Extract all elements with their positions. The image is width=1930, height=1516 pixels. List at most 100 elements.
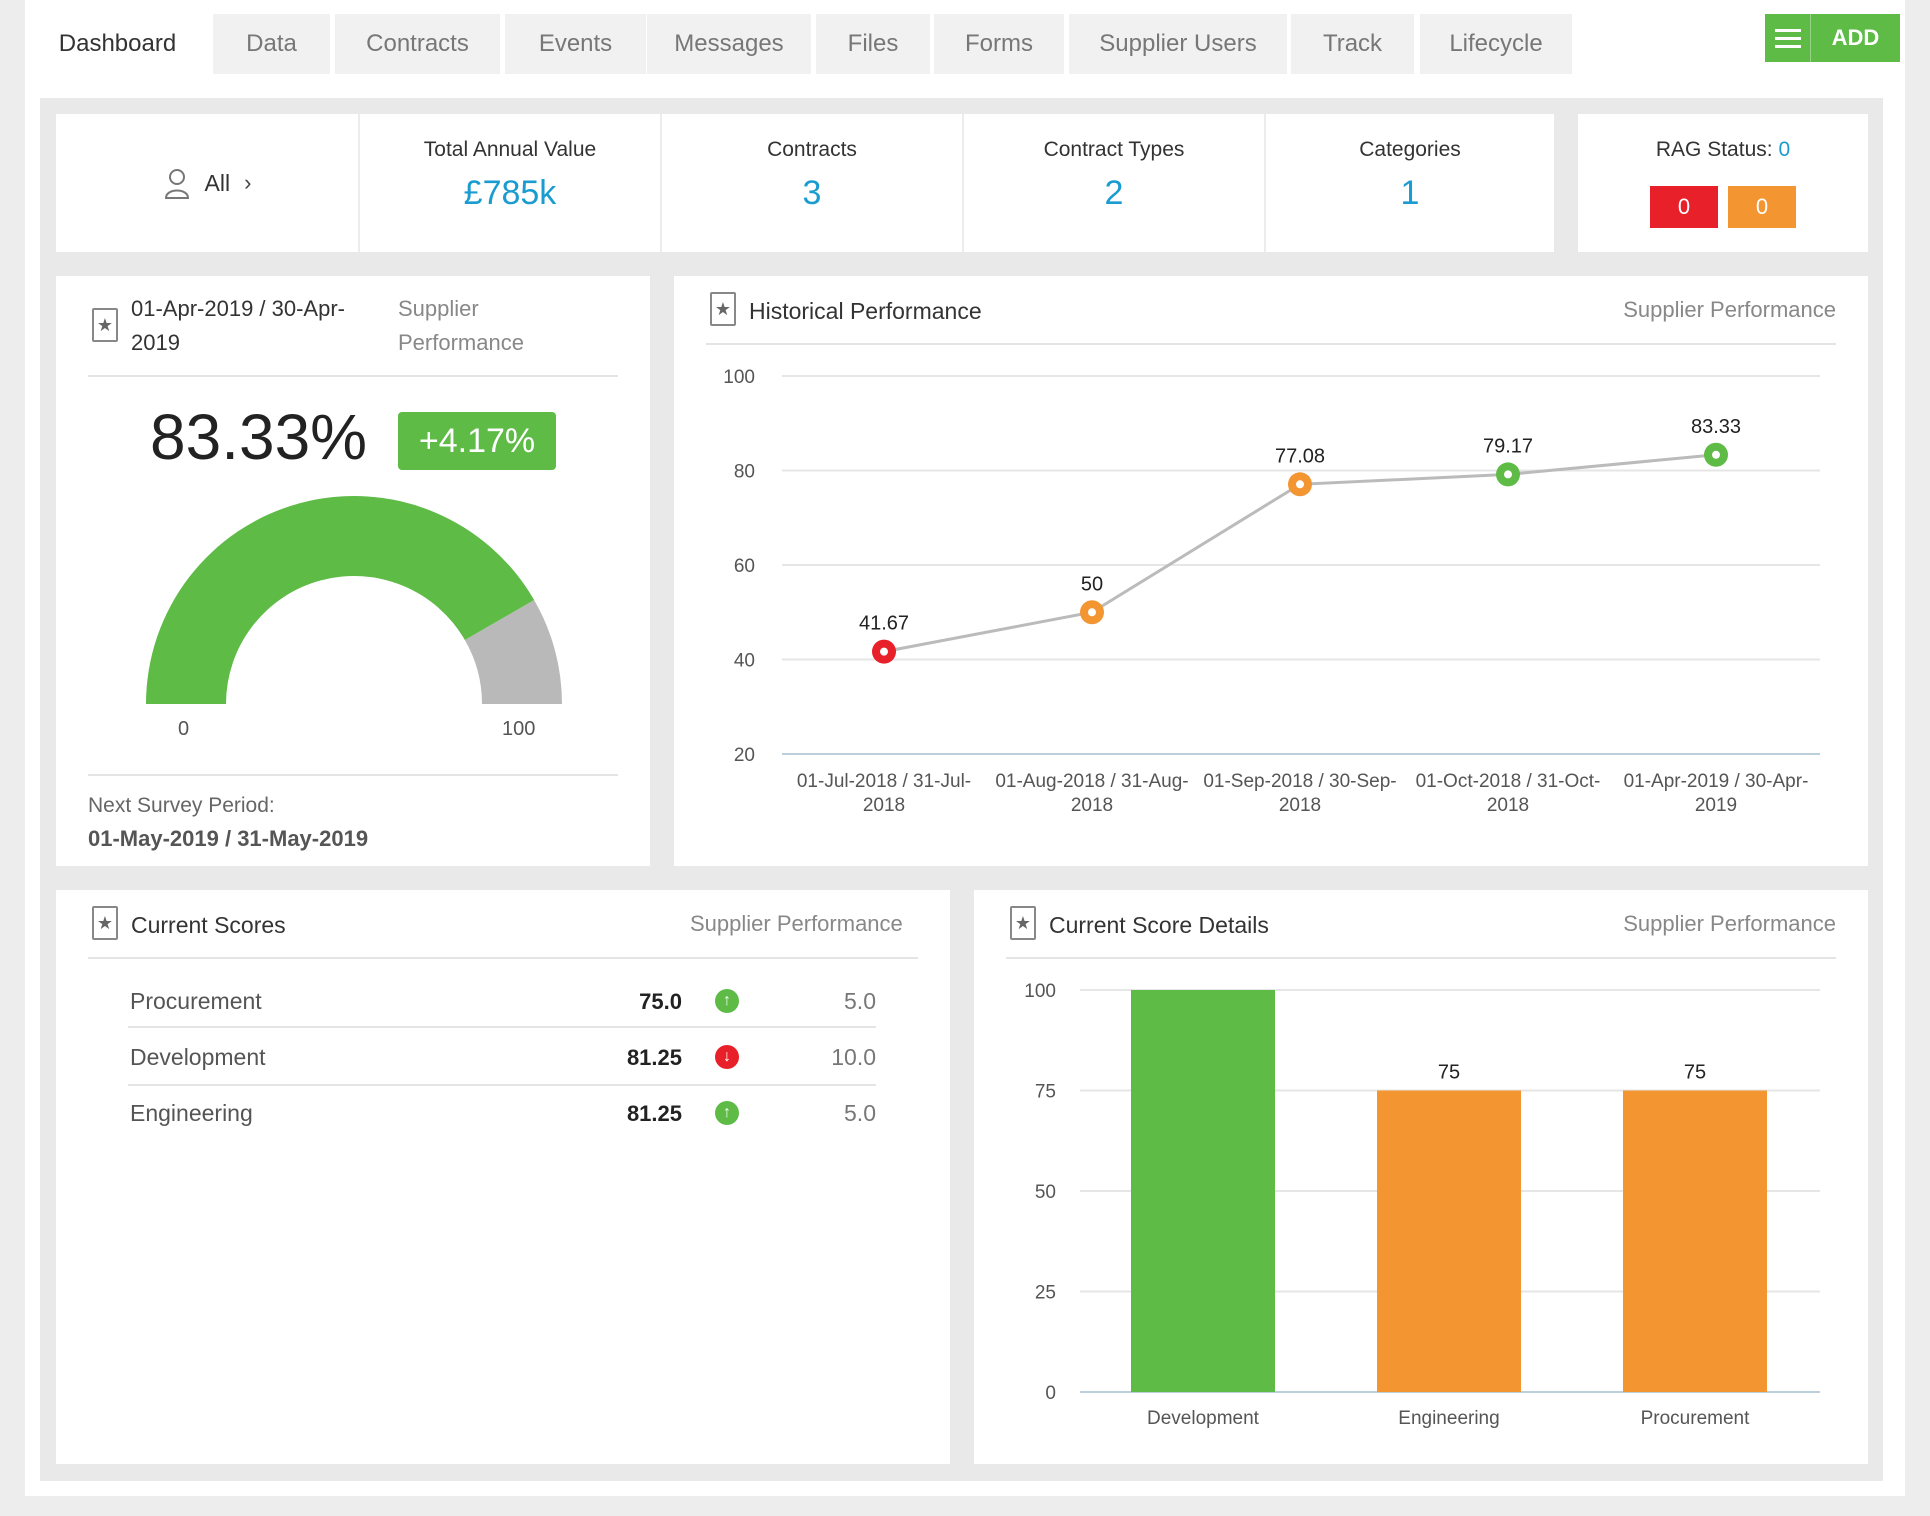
add-button-label: ADD — [1831, 25, 1880, 50]
score-details-bar-chart: 0 25 50 75 100 Development 75 Engineering 75 Proc… — [1024, 981, 1820, 1429]
tab-track[interactable]: Track — [1291, 14, 1414, 74]
x-tick-label: 01-Sep-2018 / 30-Sep- — [1203, 771, 1396, 792]
divider — [88, 957, 918, 959]
score-row-delta: 5.0 — [844, 1100, 876, 1126]
x-tick-label: 2018 — [1279, 795, 1321, 816]
score-row-development[interactable]: Development 81.25 ↓ 10.0 — [128, 1030, 876, 1086]
stat-title: Contracts — [767, 138, 857, 161]
score-row-label: Development — [130, 1044, 266, 1070]
tab-dashboard[interactable]: Dashboard — [25, 14, 210, 74]
stat-title: Contract Types — [1043, 138, 1185, 161]
rag-red-badge[interactable]: 0 — [1650, 186, 1718, 228]
tab-forms[interactable]: Forms — [934, 14, 1064, 74]
x-tick-label: Engineering — [1398, 1408, 1499, 1429]
tab-data[interactable]: Data — [213, 14, 330, 74]
divider — [88, 774, 618, 776]
y-tick-label: 100 — [1024, 981, 1056, 1002]
tab-supplier-users[interactable]: Supplier Users — [1069, 14, 1287, 74]
stats-divider — [660, 114, 662, 252]
score-details-subtitle: Supplier Performance — [1623, 911, 1836, 936]
x-tick-label: 01-Aug-2018 / 31-Aug- — [995, 771, 1188, 792]
data-point-center — [1296, 480, 1304, 489]
menu-icon — [1765, 14, 1811, 62]
y-tick-label: 60 — [734, 556, 755, 577]
stats-divider — [1264, 114, 1266, 252]
score-value: 83.33% — [150, 401, 368, 473]
tab-events[interactable]: Events — [505, 14, 646, 74]
score-row-value: 75.0 — [639, 989, 682, 1014]
current-scores-subtitle: Supplier Performance — [690, 911, 903, 936]
tab-contracts[interactable]: Contracts — [335, 14, 500, 74]
score-gauge — [146, 495, 562, 704]
x-tick-label: 2018 — [863, 795, 905, 816]
star-search-icon: ★ — [1010, 906, 1036, 940]
y-tick-label: 80 — [734, 462, 755, 483]
divider — [706, 343, 1836, 345]
stat-total-annual-value: Total Annual Value £785k — [360, 138, 660, 213]
x-tick-label: 2019 — [1695, 795, 1737, 816]
bar — [1377, 1090, 1521, 1392]
divider — [1006, 957, 1836, 959]
current-scores-panel: ★ Current Scores Supplier Performance Pr… — [56, 890, 950, 1464]
x-tick-label: Procurement — [1641, 1408, 1750, 1429]
divider — [88, 375, 618, 377]
x-tick-label: Development — [1147, 1408, 1260, 1429]
score-period: 01-Apr-2019 / 30-Apr-2019 — [131, 296, 345, 355]
score-row-delta: 5.0 — [844, 988, 876, 1014]
stats-divider — [358, 114, 360, 252]
stat-value[interactable]: 3 — [802, 174, 822, 212]
next-survey-label: Next Survey Period: — [88, 794, 275, 817]
stat-value[interactable]: £785k — [463, 174, 557, 212]
historical-subtitle: Supplier Performance — [1623, 297, 1836, 322]
data-label: 77.08 — [1275, 445, 1325, 467]
x-tick-label: 01-Jul-2018 / 31-Jul- — [797, 771, 971, 792]
data-label: 79.17 — [1483, 435, 1533, 457]
x-tick-label: 01-Apr-2019 / 30-Apr- — [1624, 771, 1809, 792]
x-tick-label: 2018 — [1071, 795, 1113, 816]
historical-title: Historical Performance — [749, 298, 982, 324]
stat-contract-types: Contract Types 2 — [964, 138, 1264, 213]
score-row-value: 81.25 — [626, 1045, 682, 1070]
tab-files[interactable]: Files — [816, 14, 930, 74]
gauge-min-label: 0 — [178, 718, 190, 740]
star-history-icon: ★ — [710, 292, 736, 326]
add-button[interactable]: ADD — [1765, 14, 1900, 62]
y-tick-label: 50 — [1035, 1182, 1056, 1203]
arrow-down-icon: ↓ — [715, 1045, 739, 1069]
rag-status-label: RAG Status: — [1655, 138, 1773, 161]
score-row-delta: 10.0 — [831, 1044, 876, 1070]
historical-performance-panel: ★ Historical Performance Supplier Perfor… — [674, 276, 1868, 866]
data-point-center — [1712, 450, 1720, 459]
star-stack-icon: ★ — [92, 906, 118, 940]
stat-title: Total Annual Value — [423, 138, 597, 161]
stat-value[interactable]: 1 — [1400, 174, 1420, 212]
y-tick-label: 100 — [723, 367, 755, 388]
gauge-fill — [146, 495, 535, 704]
gauge-remainder — [464, 599, 562, 704]
user-icon — [164, 169, 189, 199]
rag-amber-badge[interactable]: 0 — [1728, 186, 1796, 228]
tab-lifecycle[interactable]: Lifecycle — [1420, 14, 1572, 74]
rag-status-title: RAG Status: 0 — [1578, 138, 1868, 162]
historical-line-chart: 20 40 60 80 100 41.67 01-Jul-2018 / 31-Jul- 201… — [723, 367, 1820, 816]
tab-messages[interactable]: Messages — [647, 14, 811, 74]
data-point-center — [880, 647, 888, 656]
rag-status-card: RAG Status: 0 0 0 — [1578, 114, 1868, 252]
filter-all[interactable]: All › — [56, 114, 358, 252]
current-scores-title: Current Scores — [131, 912, 286, 938]
data-point-center — [1088, 608, 1096, 617]
data-point-center — [1504, 470, 1512, 479]
score-row-engineering[interactable]: Engineering 81.25 ↑ 5.0 — [128, 1088, 876, 1144]
bar — [1131, 990, 1275, 1392]
data-label: 41.67 — [859, 613, 909, 635]
stat-value[interactable]: 2 — [1104, 174, 1124, 212]
score-row-label: Procurement — [130, 988, 262, 1014]
stat-title: Categories — [1359, 138, 1461, 161]
score-panel: ★ 01-Apr-2019 / 30-Apr-2019 Supplier Per… — [56, 276, 650, 866]
current-score-details-panel: ★ Current Score Details Supplier Perform… — [974, 890, 1868, 1464]
score-subtitle: Supplier Performance — [398, 296, 524, 355]
arrow-up-icon: ↑ — [715, 1101, 739, 1125]
score-details-title: Current Score Details — [1049, 912, 1269, 938]
score-row-procurement[interactable]: Procurement 75.0 ↑ 5.0 — [128, 972, 876, 1028]
filter-label: All — [204, 169, 231, 196]
